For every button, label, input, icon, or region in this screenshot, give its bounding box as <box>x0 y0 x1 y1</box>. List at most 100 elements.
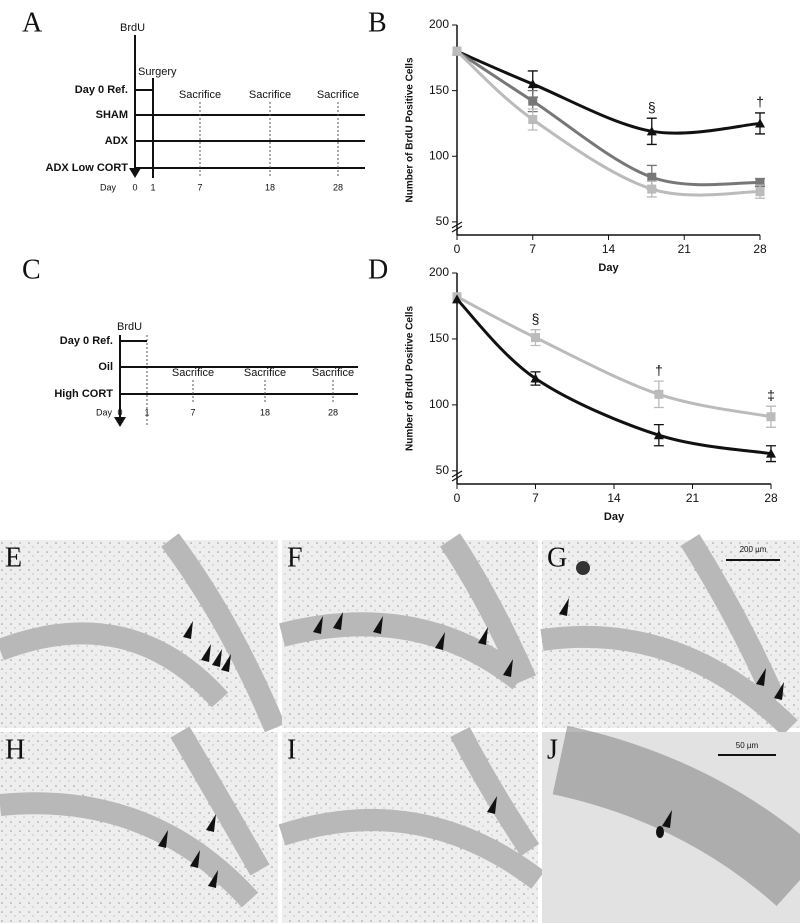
y-tick-label: 200 <box>429 265 449 279</box>
marker <box>530 373 541 383</box>
x-tick-label: 14 <box>607 491 621 505</box>
label: Surgery <box>138 66 177 78</box>
x-tick-label: 7 <box>529 242 536 256</box>
x-axis-label: Day <box>604 511 625 523</box>
y-tick-label: 150 <box>429 331 449 345</box>
axis-break <box>451 474 463 482</box>
label: Sacrifice <box>172 367 214 379</box>
row-label: High CORT <box>54 388 113 400</box>
timeline-c: BrdU Day 0 Ref. Oil High CORT Sacrifice … <box>54 321 358 427</box>
arrow <box>129 168 141 178</box>
panel-label: C <box>22 254 41 285</box>
panel-label: E <box>5 542 22 573</box>
label: Sacrifice <box>179 89 221 101</box>
fit-curve <box>455 298 772 456</box>
y-tick-label: 200 <box>429 17 449 31</box>
micrographs: 200 µm 50 µm <box>0 533 800 923</box>
label: 0 <box>132 182 137 192</box>
label: 0 <box>117 407 122 417</box>
row-label: Day 0 Ref. <box>75 84 128 96</box>
fit-curve <box>456 49 761 187</box>
label: Day <box>96 407 113 417</box>
marker <box>766 448 776 458</box>
arrow <box>114 417 126 427</box>
artifact <box>576 561 590 575</box>
y-tick-label: 100 <box>429 148 449 162</box>
marker <box>528 115 538 124</box>
x-tick-label: 14 <box>602 242 616 256</box>
label: 28 <box>333 182 343 192</box>
annotation: † <box>756 94 764 110</box>
marker <box>646 126 657 136</box>
marker <box>755 118 765 128</box>
marker <box>766 412 776 422</box>
scale-bar-label: 200 µm <box>740 545 767 554</box>
marker <box>452 46 462 56</box>
cell-layer <box>540 534 798 736</box>
x-axis-label: Day <box>598 262 619 274</box>
annotation: ‡ <box>767 387 775 403</box>
cell-layer <box>0 533 286 733</box>
label: Sacrifice <box>312 367 354 379</box>
label: Sacrifice <box>244 367 286 379</box>
panel-label: I <box>287 734 296 765</box>
panel-label: H <box>5 734 25 765</box>
marker <box>452 294 462 304</box>
panel-label: F <box>287 542 303 573</box>
fit-curve <box>456 49 761 135</box>
cell-layer <box>278 726 545 889</box>
label: 28 <box>328 407 338 417</box>
y-tick-label: 50 <box>436 214 450 228</box>
row-label: ADX Low CORT <box>46 162 129 174</box>
y-tick-label: 100 <box>429 397 449 411</box>
label: 1 <box>150 182 155 192</box>
y-axis-label: Number of BrdU Positive Cells <box>405 306 416 451</box>
marker <box>654 389 664 399</box>
y-axis-label: Number of BrdU Positive Cells <box>405 57 416 202</box>
fit-curve <box>456 295 772 419</box>
y-tick-label: 150 <box>429 83 449 97</box>
label: 18 <box>265 182 275 192</box>
marker <box>647 172 657 182</box>
x-tick-label: 0 <box>454 491 461 505</box>
panel-label: J <box>547 734 558 765</box>
x-tick-label: 28 <box>764 491 778 505</box>
marker <box>653 430 664 440</box>
arrowheads <box>158 598 784 888</box>
annotation: § <box>532 310 540 326</box>
x-tick-label: 28 <box>753 242 767 256</box>
panel-label: D <box>368 254 388 285</box>
row-label: ADX <box>105 135 129 147</box>
x-tick-label: 21 <box>678 242 692 256</box>
label: 7 <box>197 182 202 192</box>
row-label: Oil <box>98 361 113 373</box>
label: Sacrifice <box>317 89 359 101</box>
label: 18 <box>260 407 270 417</box>
row-label: Day 0 Ref. <box>60 335 113 347</box>
label: Day <box>100 182 117 192</box>
cell-layer <box>552 725 800 907</box>
annotation: § <box>648 99 656 115</box>
axis-break <box>451 470 463 478</box>
x-tick-label: 21 <box>686 491 700 505</box>
marker <box>755 187 765 197</box>
marker <box>647 184 657 194</box>
fit-curve <box>455 50 761 197</box>
x-tick-label: 0 <box>454 242 461 256</box>
axis-break <box>451 225 463 233</box>
label: 7 <box>190 407 195 417</box>
marker <box>755 178 765 187</box>
labeled-cell <box>656 826 664 838</box>
cell-layer <box>0 726 270 908</box>
axis-break <box>451 221 463 229</box>
y-tick-label: 50 <box>436 463 450 477</box>
marker <box>528 96 538 106</box>
label: BrdU <box>117 321 142 333</box>
annotation: † <box>655 362 663 378</box>
panel-label: G <box>547 542 567 573</box>
marker <box>527 79 538 89</box>
label: Sacrifice <box>249 89 291 101</box>
timeline-a: BrdU Surgery Day 0 Ref. SHAM ADX ADX Low… <box>46 22 365 192</box>
x-tick-label: 7 <box>532 491 539 505</box>
scale-bar-label: 50 µm <box>736 741 759 750</box>
